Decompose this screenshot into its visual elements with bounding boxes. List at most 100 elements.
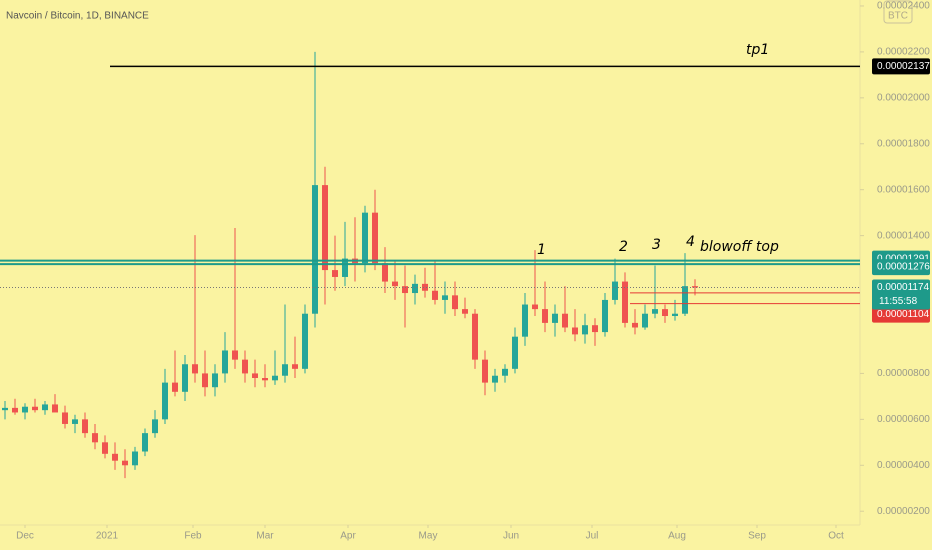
- annotation: 2: [619, 239, 628, 255]
- candle-body: [592, 325, 598, 333]
- candle-body: [502, 368, 508, 376]
- currency-label: BTC: [888, 11, 908, 22]
- chart-title: Navcoin / Bitcoin, 1D, BINANCE: [6, 11, 149, 22]
- y-tick-label: 0.00000600: [877, 414, 930, 425]
- candle-body: [612, 281, 618, 300]
- candle-body: [662, 309, 668, 317]
- candle-body: [142, 433, 148, 452]
- candle-body: [262, 378, 268, 381]
- level-label-box: [872, 259, 930, 276]
- y-tick-label: 0.00000400: [877, 460, 930, 471]
- candle-body: [222, 350, 228, 374]
- level-label-box: [872, 58, 930, 75]
- candle-body: [452, 295, 458, 310]
- annotation: 1: [537, 242, 546, 258]
- candle-body: [462, 309, 468, 314]
- y-tick-label: 0.00001400: [877, 230, 930, 241]
- x-tick-label: Jun: [503, 531, 519, 542]
- y-tick-label: 0.00000800: [877, 368, 930, 379]
- candle-body: [162, 382, 168, 420]
- candle-body: [672, 313, 678, 317]
- candle-body: [192, 364, 198, 374]
- candle-body: [122, 460, 128, 466]
- candle-body: [692, 286, 698, 288]
- x-tick-label: Oct: [828, 531, 844, 542]
- candle-body: [522, 304, 528, 337]
- candle-body: [332, 270, 338, 277]
- x-tick-label: Feb: [184, 531, 202, 542]
- candle-body: [572, 327, 578, 335]
- x-tick-label: Dec: [16, 531, 34, 542]
- candle-body: [272, 375, 278, 381]
- candle-body: [682, 286, 688, 314]
- candle-body: [642, 313, 648, 328]
- y-tick-label: 0.00002000: [877, 92, 930, 103]
- candle-body: [52, 404, 58, 413]
- candle-body: [292, 364, 298, 369]
- candle-body: [242, 359, 248, 374]
- candle-body: [282, 364, 288, 376]
- level-label: 0.00001104: [877, 309, 930, 320]
- candle-body: [342, 258, 348, 277]
- candle-body: [632, 322, 638, 328]
- candle-body: [482, 359, 488, 383]
- candle-body: [322, 185, 328, 271]
- candle-body: [102, 442, 108, 454]
- candle-body: [212, 373, 218, 388]
- countdown: 11:55:58: [879, 296, 918, 307]
- candle-body: [32, 406, 38, 411]
- candle-body: [582, 325, 588, 335]
- candle-body: [652, 309, 658, 314]
- candle-body: [602, 299, 608, 333]
- candle-body: [82, 419, 88, 434]
- candle-body: [382, 263, 388, 282]
- y-tick-label: 0.00001600: [877, 184, 930, 195]
- annotation: blowoff top: [700, 239, 779, 255]
- candle-body: [72, 419, 78, 424]
- candle-body: [172, 382, 178, 392]
- candle-body: [412, 283, 418, 294]
- level-label: 0.00001291: [877, 253, 930, 264]
- annotation: 4: [686, 234, 695, 250]
- x-tick-label: May: [419, 531, 438, 542]
- y-tick-label: 0.00000200: [877, 506, 930, 517]
- candle-body: [132, 451, 138, 466]
- x-tick-label: 2021: [96, 531, 119, 542]
- candle-body: [472, 313, 478, 360]
- candle-body: [302, 313, 308, 369]
- candle-body: [492, 375, 498, 383]
- candle-body: [252, 373, 258, 379]
- candle-body: [22, 406, 28, 413]
- x-tick-label: Mar: [256, 531, 274, 542]
- candle-body: [62, 412, 68, 424]
- candle-body: [512, 336, 518, 369]
- candle-body: [2, 407, 8, 411]
- annotation: 3: [652, 237, 661, 253]
- candle-body: [422, 283, 428, 291]
- candle-body: [182, 364, 188, 392]
- candle-body: [42, 404, 48, 411]
- candle-body: [362, 212, 368, 264]
- candle-body: [392, 281, 398, 287]
- candle-body: [92, 433, 98, 443]
- level-label: 0.00002137: [877, 61, 930, 72]
- y-tick-label: 0.00002400: [877, 1, 930, 12]
- candle-body: [532, 304, 538, 310]
- last-price-box: [872, 279, 930, 310]
- candle-body: [112, 453, 118, 461]
- candle-body: [542, 309, 548, 323]
- candle-body: [552, 313, 558, 323]
- level-label: 0.00001276: [877, 262, 930, 273]
- x-tick-label: Apr: [340, 531, 356, 542]
- candle-body: [202, 373, 208, 388]
- candle-body: [232, 350, 238, 360]
- x-tick-label: Jul: [586, 531, 599, 542]
- x-tick-label: Sep: [748, 531, 766, 542]
- candle-body: [12, 407, 18, 413]
- candle-body: [372, 212, 378, 264]
- annotation: tp1: [746, 42, 769, 58]
- candle-body: [622, 281, 628, 323]
